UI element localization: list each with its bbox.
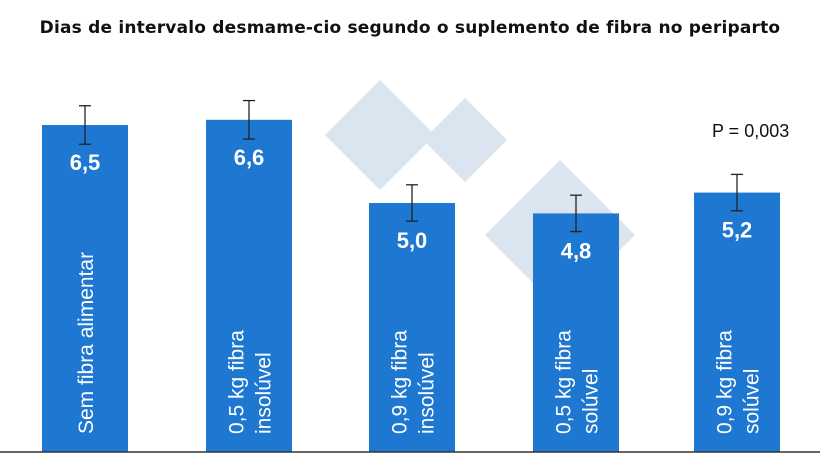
category-label: 0,5 kg fibra bbox=[226, 330, 249, 434]
data-label: 5,2 bbox=[722, 218, 753, 243]
category-label: insolúvel bbox=[253, 352, 276, 434]
category-label: 0,5 kg fibra bbox=[553, 330, 576, 434]
data-label: 6,6 bbox=[234, 145, 265, 170]
watermark-diamond bbox=[325, 80, 435, 190]
bar bbox=[694, 192, 780, 452]
watermark-diamond bbox=[423, 98, 507, 182]
bar bbox=[206, 119, 292, 453]
category-label: 0,9 kg fibra bbox=[389, 330, 412, 434]
bar bbox=[42, 125, 128, 452]
category-label: insolúvel bbox=[416, 352, 439, 434]
data-label: 6,5 bbox=[70, 150, 101, 175]
bar bbox=[369, 203, 455, 452]
p-value-annotation: P = 0,003 bbox=[712, 121, 789, 141]
category-label: solúvel bbox=[741, 369, 764, 434]
data-label: 4,8 bbox=[561, 238, 592, 263]
chart-title: Dias de intervalo desmame-cio segundo o … bbox=[39, 18, 781, 38]
category-label: solúvel bbox=[580, 369, 603, 434]
category-label: 0,9 kg fibra bbox=[714, 330, 737, 434]
category-label: Sem fibra alimentar bbox=[75, 252, 98, 434]
bar bbox=[533, 213, 619, 452]
data-label: 5,0 bbox=[397, 228, 428, 253]
